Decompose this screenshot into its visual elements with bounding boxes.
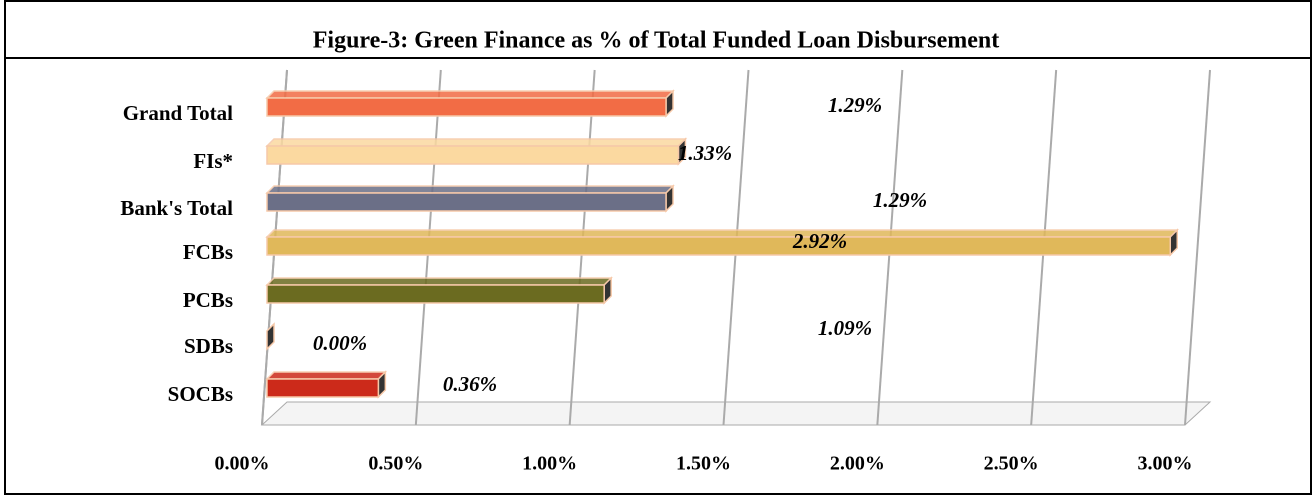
bar-top [265, 185, 675, 194]
x-tick-label: 2.50% [984, 453, 1039, 475]
data-label: 0.00% [313, 331, 367, 355]
x-tick-label: 0.50% [368, 453, 423, 475]
bar [266, 378, 380, 398]
bar-side [266, 322, 275, 351]
y-tick-label: Bank's Total [120, 196, 233, 220]
bar-top [265, 90, 675, 99]
x-tick-label: 1.50% [676, 453, 731, 475]
bar [266, 284, 605, 304]
data-label: 1.33% [678, 141, 732, 165]
x-tick-label: 3.00% [1138, 453, 1193, 475]
grid-line [1184, 69, 1211, 426]
x-tick-label: 1.00% [522, 453, 577, 475]
chart-title: Figure-3: Green Finance as % of Total Fu… [313, 28, 999, 54]
y-tick-label: SOCBs [168, 382, 233, 406]
bar [266, 236, 1172, 256]
x-tick-label: 2.00% [830, 453, 885, 475]
y-tick-label: FIs* [193, 149, 233, 173]
data-label: 1.29% [828, 93, 882, 117]
data-label: 0.36% [443, 372, 497, 396]
x-tick-label: 0.00% [215, 453, 270, 475]
bar-top [265, 229, 1180, 238]
bar [266, 97, 667, 117]
bar-top [265, 371, 388, 380]
bar [266, 192, 667, 212]
y-tick-label: FCBs [183, 240, 233, 264]
y-tick-label: Grand Total [123, 101, 233, 125]
data-label: 2.92% [792, 229, 847, 253]
y-tick-label: PCBs [183, 288, 233, 312]
data-label: 1.09% [818, 316, 872, 340]
data-label: 1.29% [873, 188, 927, 212]
floor [260, 401, 1212, 426]
bar-top [265, 138, 688, 147]
y-tick-label: SDBs [184, 334, 233, 358]
bar-top [265, 277, 613, 286]
bar [266, 145, 680, 165]
